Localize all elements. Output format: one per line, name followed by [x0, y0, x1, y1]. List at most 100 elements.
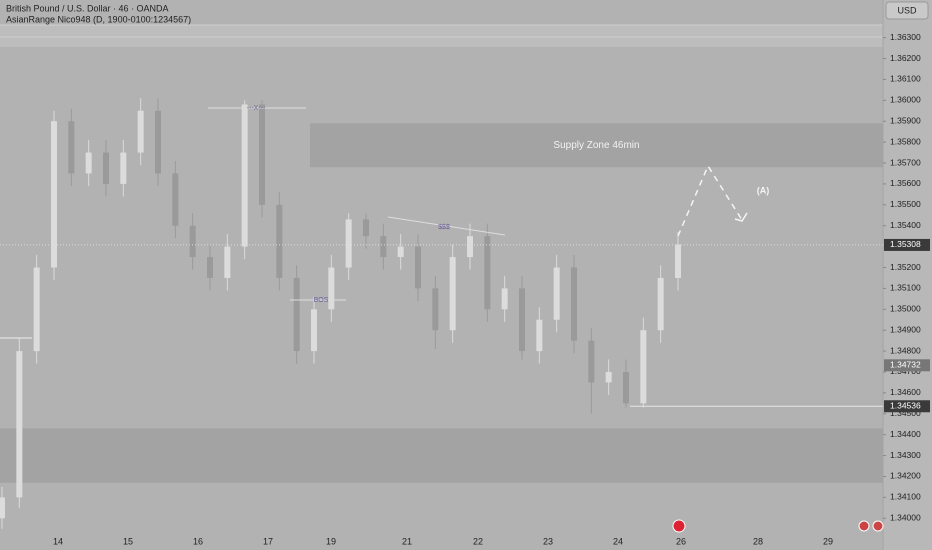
- flag-icon: [858, 520, 870, 532]
- symbol-title: British Pound / U.S. Dollar · 46 · OANDA: [6, 3, 169, 13]
- candle-body: [432, 288, 439, 331]
- candle-body: [51, 121, 57, 268]
- candle-body: [657, 277, 664, 331]
- top-band: [0, 25, 883, 47]
- candle-body: [259, 104, 265, 205]
- y-tick-label: 1.36100: [890, 74, 921, 84]
- y-tick-label: 1.35200: [890, 262, 921, 272]
- y-tick-label: 1.35000: [890, 304, 921, 314]
- plot: Supply Zone 46min 1.36300 1.36200 1.36100 1.…: [0, 32, 930, 546]
- y-tick-label: 1.36300: [890, 32, 921, 42]
- x-tick-label: 15: [123, 536, 133, 546]
- y-tick-label: 1.34100: [890, 492, 921, 502]
- indicator-title: AsianRange Nico948 (D, 1900-0100:1234567…: [6, 14, 191, 24]
- candle-body: [449, 257, 456, 331]
- candle-body: [675, 244, 681, 278]
- zone-label: Supply Zone 46min: [553, 140, 639, 151]
- candle-body: [501, 288, 508, 310]
- candle-body: [397, 246, 404, 258]
- y-tick-label: 1.34200: [890, 471, 921, 481]
- x-tick-label: 14: [53, 536, 63, 546]
- y-tick-label: 1.36000: [890, 95, 921, 105]
- candle-body: [224, 246, 231, 278]
- x-tick-label: 26: [676, 536, 686, 546]
- y-tick-label: 1.34500: [890, 408, 921, 418]
- candle-body: [33, 267, 40, 352]
- liquidity-label: $$$: [438, 224, 450, 231]
- y-tick-label: 1.35500: [890, 199, 921, 209]
- candle-body: [588, 340, 595, 383]
- candle-body: [623, 371, 629, 404]
- x-tick-label: 22: [473, 536, 483, 546]
- x-tick-label: 21: [402, 536, 412, 546]
- x-tick-label: 28: [753, 536, 763, 546]
- x-tick-label: 17: [263, 536, 273, 546]
- y-tick-label: 1.36200: [890, 53, 921, 63]
- currency-label[interactable]: USD: [897, 5, 917, 15]
- price-axis: [883, 0, 932, 550]
- price-tag: [884, 359, 930, 372]
- candle-body: [363, 219, 369, 237]
- x-tick-label: 16: [193, 536, 203, 546]
- price-tag-label: 1.34536: [890, 401, 921, 411]
- projection: [677, 164, 743, 237]
- y-tick-label: 1.34900: [890, 324, 921, 334]
- candle-body: [415, 246, 421, 289]
- candle-body: [276, 204, 283, 278]
- x-tick-label: 19: [326, 536, 336, 546]
- candle-body: [328, 267, 335, 310]
- y-tick-label: 1.35700: [890, 157, 921, 167]
- candle-body: [519, 288, 525, 352]
- candle-body: [0, 497, 5, 519]
- y-tick-label: 1.34000: [890, 513, 921, 523]
- zone: [0, 428, 883, 483]
- price-tag: [884, 400, 930, 413]
- candle-body: [241, 104, 248, 247]
- x-tick-label: 23: [543, 536, 553, 546]
- candle-body: [293, 277, 300, 352]
- candle-body: [155, 110, 161, 174]
- y-tick-label: 1.35800: [890, 136, 921, 146]
- candle-body: [137, 110, 144, 153]
- projection-arrow: [734, 212, 748, 222]
- top-label: ---X---: [247, 105, 266, 112]
- candle-body: [345, 219, 352, 268]
- candle-body: [553, 267, 560, 320]
- candle-body: [484, 236, 491, 310]
- bos-label: BOS: [314, 297, 329, 304]
- y-tick-label: 1.34300: [890, 450, 921, 460]
- flag-icon: [872, 520, 884, 532]
- y-tick-label: 1.35600: [890, 178, 921, 188]
- candle-body: [103, 152, 109, 184]
- event-icon: [672, 519, 686, 533]
- y-tick-label: 1.35900: [890, 115, 921, 125]
- candle-body: [68, 121, 75, 174]
- candle-body: [536, 319, 543, 352]
- y-tick-label: 1.34600: [890, 387, 921, 397]
- y-tick-label: 1.34400: [890, 429, 921, 439]
- liquidity-line: [387, 216, 506, 236]
- candle-body: [640, 330, 647, 404]
- candle-body: [380, 236, 387, 258]
- price-tag: [884, 238, 930, 251]
- price-tag-label: 1.34732: [890, 360, 921, 370]
- candle-body: [16, 351, 23, 498]
- y-tick-label: 1.34800: [890, 345, 921, 355]
- y-tick-label: 1.35100: [890, 283, 921, 293]
- x-tick-label: 29: [823, 536, 833, 546]
- candle-body: [311, 309, 317, 352]
- candle-body: [571, 267, 577, 341]
- currency-button[interactable]: [885, 1, 929, 20]
- price-tag-label: 1.35308: [890, 239, 921, 249]
- target-label: (A): [757, 185, 770, 195]
- candle-body: [85, 152, 92, 174]
- y-tick-label: 1.35400: [890, 220, 921, 230]
- x-tick-label: 24: [613, 536, 623, 546]
- candle-body: [189, 225, 196, 258]
- candle-body: [605, 371, 612, 383]
- candle-body: [172, 173, 179, 226]
- candle-body: [467, 236, 473, 258]
- candle-body: [120, 152, 127, 184]
